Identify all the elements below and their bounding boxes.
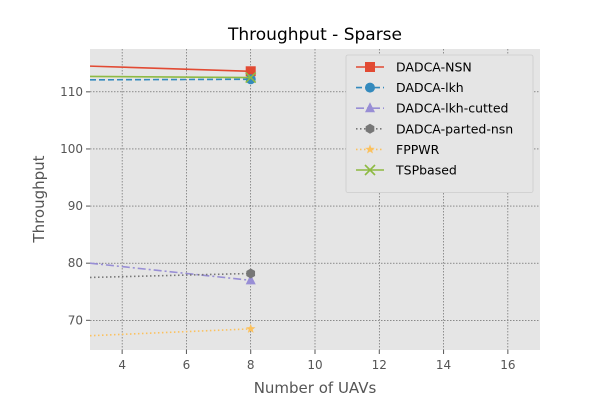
series-line [90,262,251,282]
legend-item: DADCA-parted-nsn [356,121,513,136]
legend-item: DADCA-NSN [356,60,472,75]
series-fppwr [90,323,256,337]
legend-item: DADCA-lkh-cutted [356,101,508,116]
legend-label: DADCA-lkh-cutted [396,101,508,116]
series-line [90,65,251,73]
legend-label: TSPbased [395,163,457,178]
y-tick-label: 70 [68,313,83,327]
data-point [245,71,257,84]
legend-item: TSPbased [356,163,457,178]
marker-stroke [245,71,257,84]
legend-marker [364,164,376,176]
chart-title: Throughput - Sparse [227,25,402,45]
legend-marker [365,102,375,113]
x-tick-label: 10 [307,358,322,372]
legend: DADCA-NSN DADCA-lkh DADCA-lkh-cutted DADCA-… [345,54,534,194]
y-tick-label: 80 [68,256,83,270]
series-layer [90,65,257,337]
legend-marker [365,144,375,154]
series-line [90,272,251,279]
y-tick-label: 100 [60,142,83,156]
series-tspbased [90,71,257,84]
legend-marker [365,62,375,72]
data-point [245,74,256,85]
x-tick-label: 14 [436,358,451,372]
y-axis-label: Throughput [30,155,48,243]
series-dadca-nsn [90,65,256,77]
data-point [245,323,256,333]
series-dadca-lkh-cutted [90,262,256,285]
legend-item: FPPWR [356,142,440,157]
x-axis-label: Number of UAVs [254,379,377,397]
y-tick-label: 90 [68,199,83,213]
series-line [90,75,251,79]
series-dadca-parted-nsn [90,268,256,279]
x-tick-label: 6 [183,358,191,372]
x-tick-label: 8 [247,358,255,372]
legend-label: DADCA-NSN [396,60,472,75]
data-point [245,66,256,77]
axes: 4 6 8 10 12 14 16 70 80 90 100 110 [60,85,515,372]
x-tick-label: 12 [372,358,387,372]
x-tick-label: 4 [118,358,126,372]
series-line [90,328,251,337]
legend-marker [365,82,375,93]
marker-stroke [364,164,376,176]
data-point [245,274,256,285]
legend-label: FPPWR [396,142,440,157]
legend-box [345,54,534,194]
y-tick-label: 110 [60,85,83,99]
x-tick-label: 16 [500,358,515,372]
legend-label: DADCA-parted-nsn [396,121,513,136]
legend-marker [365,123,375,134]
legend-label: DADCA-lkh [396,80,464,95]
legend-item: DADCA-lkh [356,80,464,95]
data-point [246,268,256,279]
